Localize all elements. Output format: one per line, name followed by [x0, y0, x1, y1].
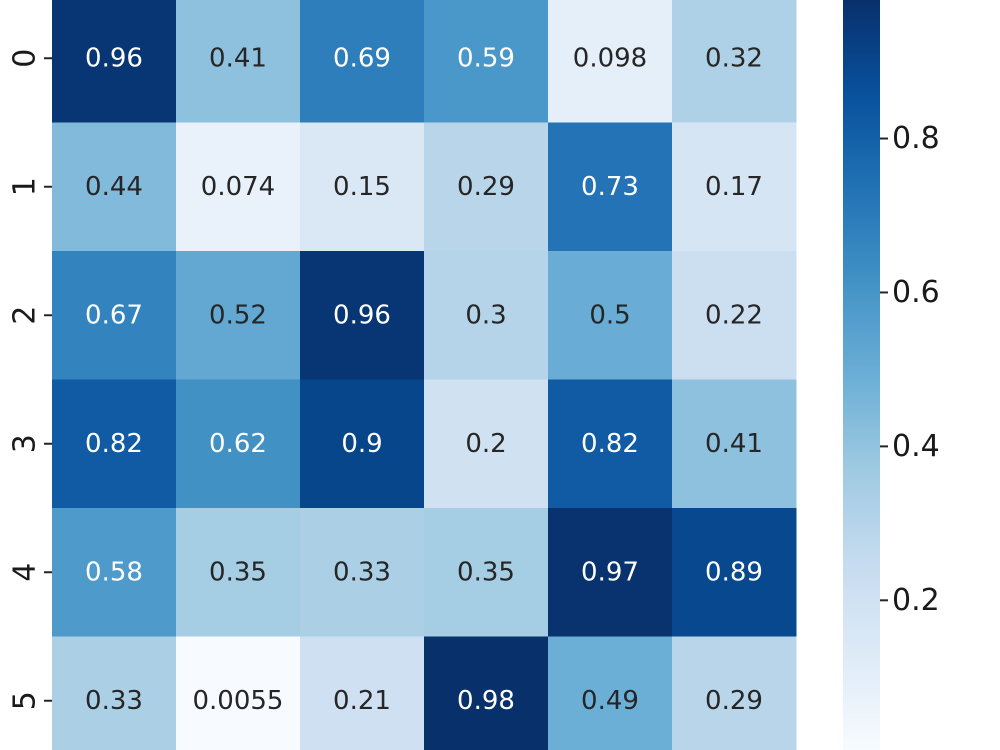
cell-label-3-1: 0.62: [209, 429, 267, 459]
heatmap-cell-1-0: [52, 122, 177, 252]
heatmap-cells: 0.96 0.41 0.69 0.59 0.098 0.32 0.44 0.074 0.15 0.…: [52, 0, 797, 750]
cell-label-0-4: 0.098: [573, 43, 647, 73]
cell-label-4-3: 0.35: [457, 557, 515, 587]
cell-label-3-0: 0.82: [85, 429, 143, 459]
heatmap-cell-0-5: [672, 0, 797, 123]
row-label-1: 1: [8, 177, 43, 196]
cell-label-1-2: 0.15: [333, 172, 391, 202]
cell-label-0-0: 0.96: [85, 43, 143, 73]
heatmap-cell-4-0: [52, 508, 177, 637]
heatmap-cell-1-1: [176, 122, 301, 252]
heatmap-cell-3-0: [52, 379, 177, 509]
cell-label-3-2: 0.9: [341, 429, 382, 459]
row-label-0: 0: [8, 49, 43, 68]
row-label-5: 5: [8, 691, 43, 710]
cell-label-1-3: 0.29: [457, 172, 515, 202]
cell-label-0-1: 0.41: [209, 43, 267, 73]
heatmap-cell-5-2: [300, 636, 425, 750]
cell-label-4-2: 0.33: [333, 557, 391, 587]
cell-label-3-3: 0.2: [465, 429, 506, 459]
cell-label-1-1: 0.074: [201, 172, 275, 202]
heatmap-cell-5-3: [424, 636, 549, 750]
heatmap-cell-5-4: [548, 636, 673, 750]
heatmap-cell-2-0: [52, 251, 177, 380]
cell-label-5-5: 0.29: [705, 686, 763, 716]
cell-label-2-4: 0.5: [589, 300, 630, 330]
colorbar-tick-label-1: 0.4: [892, 429, 940, 464]
cell-label-2-3: 0.3: [465, 300, 506, 330]
heatmap-cell-2-3: [424, 251, 549, 380]
cell-label-2-0: 0.67: [85, 300, 143, 330]
heatmap-cell-4-4: [548, 508, 673, 637]
heatmap-cell-1-3: [424, 122, 549, 252]
heatmap-cell-1-5: [672, 122, 797, 252]
heatmap-cell-4-3: [424, 508, 549, 637]
colorbar-tick-label-2: 0.6: [892, 275, 940, 310]
cell-label-5-3: 0.98: [457, 686, 515, 716]
cell-label-2-5: 0.22: [705, 300, 763, 330]
cell-label-0-2: 0.69: [333, 43, 391, 73]
cell-label-5-1: 0.0055: [193, 686, 284, 716]
heatmap-cell-2-2: [300, 251, 425, 380]
heatmap-cell-4-5: [672, 508, 797, 637]
heatmap-cell-1-2: [300, 122, 425, 252]
cell-label-2-2: 0.96: [333, 300, 391, 330]
heatmap-cell-5-5: [672, 636, 797, 750]
cell-label-4-5: 0.89: [705, 557, 763, 587]
heatmap-cell-0-1: [176, 0, 301, 123]
colorbar-tick-label-3: 0.8: [892, 121, 940, 156]
heatmap-cell-3-1: [176, 379, 301, 509]
heatmap-cell-1-4: [548, 122, 673, 252]
heatmap-cell-0-0: [52, 0, 177, 123]
heatmap-cell-2-1: [176, 251, 301, 380]
heatmap-cell-5-1: [176, 636, 301, 750]
heatmap-cell-0-3: [424, 0, 549, 123]
cell-label-1-4: 0.73: [581, 172, 639, 202]
cell-label-0-5: 0.32: [705, 43, 763, 73]
colorbar-gradient: [843, 0, 880, 750]
cell-label-3-4: 0.82: [581, 429, 639, 459]
heatmap-cell-3-5: [672, 379, 797, 509]
cell-label-3-5: 0.41: [705, 429, 763, 459]
cell-label-5-4: 0.49: [581, 686, 639, 716]
cell-label-5-2: 0.21: [333, 686, 391, 716]
cell-label-0-3: 0.59: [457, 43, 515, 73]
heatmap-cell-5-0: [52, 636, 177, 750]
colorbar-tick-label-0: 0.2: [892, 583, 940, 618]
row-tick-labels: 0 1 2 3 4 5: [8, 49, 52, 710]
cell-label-4-1: 0.35: [209, 557, 267, 587]
heatmap-cell-4-2: [300, 508, 425, 637]
heatmap-cell-3-3: [424, 379, 549, 509]
cell-label-4-0: 0.58: [85, 557, 143, 587]
row-label-2: 2: [8, 306, 43, 325]
heatmap-cell-2-5: [672, 251, 797, 380]
heatmap-cell-4-1: [176, 508, 301, 637]
cell-label-5-0: 0.33: [85, 686, 143, 716]
cell-label-2-1: 0.52: [209, 300, 267, 330]
colorbar: 0.2 0.4 0.6 0.8: [843, 0, 940, 750]
heatmap-cell-0-4: [548, 0, 673, 123]
cell-label-1-0: 0.44: [85, 172, 143, 202]
cell-label-1-5: 0.17: [705, 172, 763, 202]
heatmap-cell-0-2: [300, 0, 425, 123]
row-label-4: 4: [8, 563, 43, 582]
heatmap-cell-3-2: [300, 379, 425, 509]
heatmap-cell-3-4: [548, 379, 673, 509]
heatmap-cell-2-4: [548, 251, 673, 380]
cell-label-4-4: 0.97: [581, 557, 639, 587]
row-label-3: 3: [8, 434, 43, 453]
